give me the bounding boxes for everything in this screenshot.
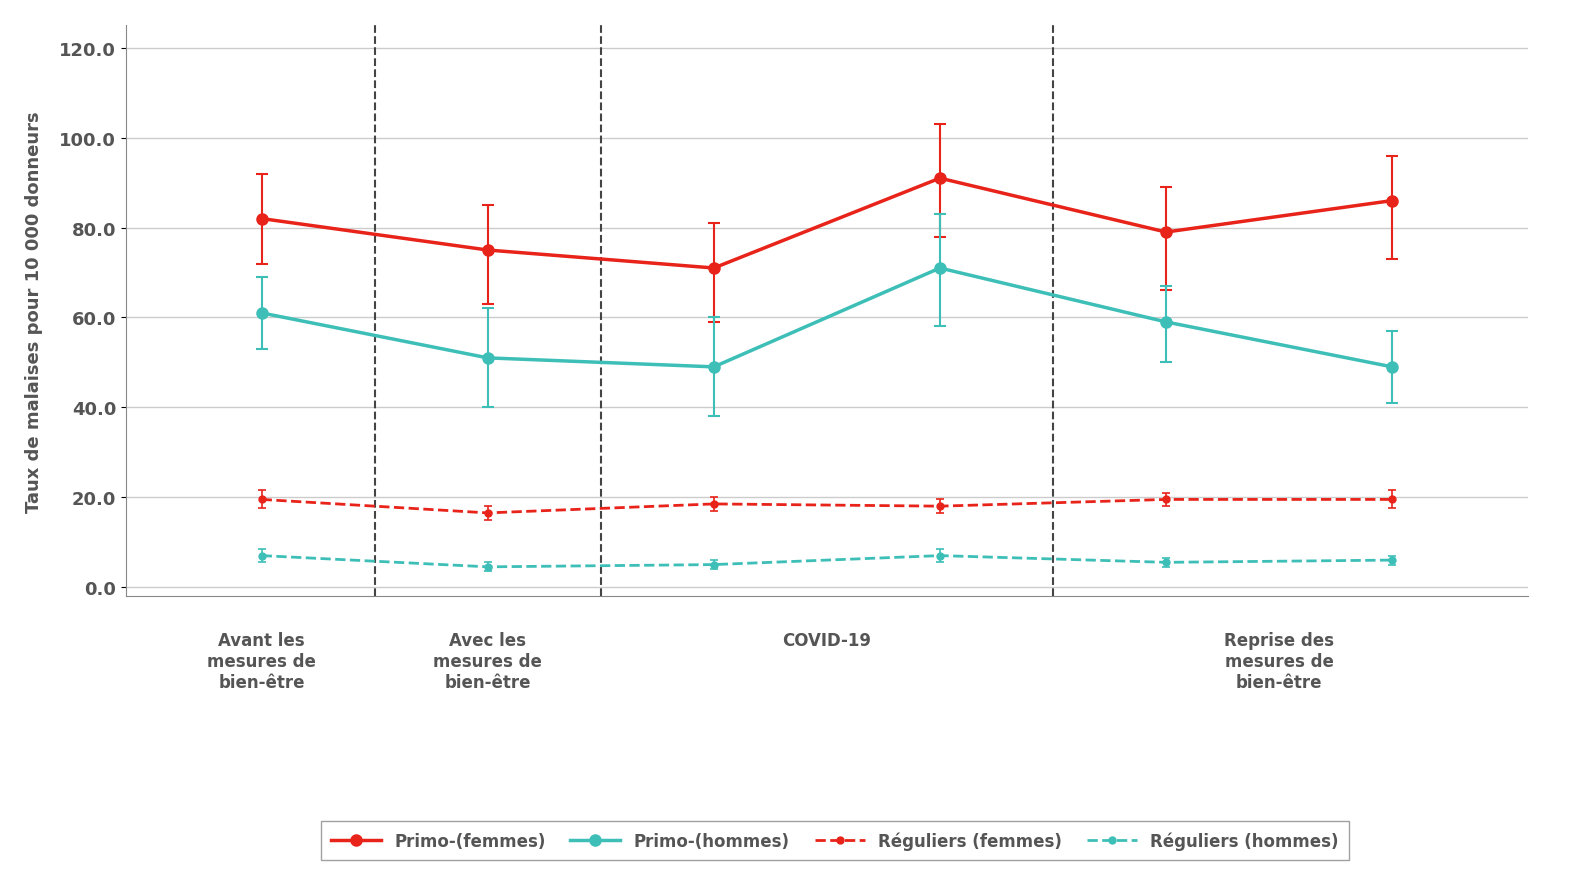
Y-axis label: Taux de malaises pour 10 000 donneurs: Taux de malaises pour 10 000 donneurs bbox=[25, 111, 43, 512]
Text: COVID-19: COVID-19 bbox=[783, 631, 871, 650]
Text: Reprise des
mesures de
bien-être: Reprise des mesures de bien-être bbox=[1224, 631, 1334, 691]
Legend: Primo-(femmes), Primo-(hommes), Réguliers (femmes), Réguliers (hommes): Primo-(femmes), Primo-(hommes), Régulier… bbox=[321, 822, 1348, 860]
Text: Avant les
mesures de
bien-être: Avant les mesures de bien-être bbox=[208, 631, 317, 691]
Text: Avec les
mesures de
bien-être: Avec les mesures de bien-être bbox=[433, 631, 542, 691]
